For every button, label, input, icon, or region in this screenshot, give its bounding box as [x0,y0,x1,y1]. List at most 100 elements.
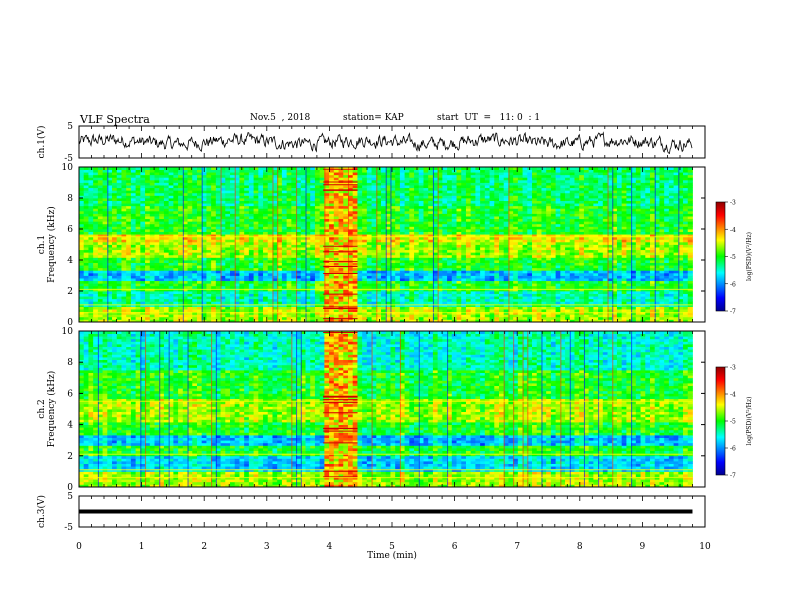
ch1-spectrogram-cell [296,249,302,253]
ch1-spectrogram-cell [347,262,354,266]
ch1-spectrogram-cell [163,244,170,248]
ch1-spectrogram-cell [451,218,457,222]
ch1-spectrogram-cell [277,185,283,189]
ch1-spectrogram-cell [267,203,273,207]
ch1-spectrogram-cell [135,262,141,266]
ch1-spectrogram-cell [263,192,269,196]
ch1-spectrogram-cell [230,200,236,204]
ch1-spectrogram-cell [451,249,457,253]
ch1-spectrogram-cell [343,172,349,176]
ch1-spectrogram-cell [442,213,448,217]
ch1-spectrogram-cell [168,192,174,196]
ch1-spectrogram-cell [447,314,453,318]
ch1-spectrogram-cell [211,257,217,261]
ch1-spectrogram-cell [333,203,339,207]
ch1-spectrogram-cell [352,187,358,191]
ch1-spectrogram-cell [253,291,259,294]
ch1-spectrogram-cell [154,169,160,173]
ch1-spectrogram-cell [347,177,354,181]
ch1-spectrogram-cell [234,185,240,189]
ch1-spectrogram-cell [296,309,302,313]
ch1-spectrogram-cell [168,272,174,276]
ch1-spectrogram-cell [206,283,212,287]
ch1-spectrogram-cell [178,270,184,274]
ch1-spectrogram-cell [465,309,472,313]
ch1-spectrogram-cell [461,301,467,305]
ch1-spectrogram-cell [159,195,165,199]
ch1-spectrogram-cell [324,301,330,305]
ch1-spectrogram-cell [442,234,448,238]
ch1-spectrogram-cell [371,283,377,287]
ch1-spectrogram-cell [215,223,221,227]
ch1-spectrogram-cell [333,185,339,189]
ch1-spectrogram-cell [281,177,288,181]
ch1-spectrogram-cell [338,234,344,238]
ch1-spectrogram-cell [314,195,321,199]
ch1-spectrogram-cell [447,291,453,294]
ch1-spectrogram-cell [404,278,410,282]
ch1-spectrogram-cell [461,205,467,209]
ch1-spectrogram-cell [154,319,160,323]
ch1-spectrogram-cell [145,275,151,279]
ch1-spectrogram-cell [178,309,184,313]
ch1-spectrogram-cell [149,303,155,307]
ch1-spectrogram-cell [182,280,188,284]
ch1-spectrogram-cell [83,272,89,276]
ch1-spectrogram-cell [168,265,174,269]
ch1-spectrogram-cell [121,172,127,176]
ch1-spectrogram-cell [366,257,372,261]
ch1-spectrogram-cell [281,260,288,263]
ch1-spectrogram-cell [196,291,203,294]
ch1-spectrogram-cell [112,198,118,201]
ch1-spectrogram-cell [159,174,165,178]
ch1-spectrogram-cell [371,231,377,235]
ch1-spectrogram-cell [324,190,330,194]
ch1-spectrogram-cell [248,241,255,245]
ch1-spectrogram-cell [173,231,179,235]
ch1-spectrogram-cell [447,174,453,178]
ch1-spectrogram-cell [423,192,429,196]
ch1-spectrogram-cell [465,213,472,217]
ch1-spectrogram-cell [272,249,278,253]
ch1-spectrogram-cell [310,252,316,256]
ch1-spectrogram-cell [182,167,188,170]
ch1-spectrogram-cell [333,247,339,251]
ch1-spectrogram-cell [121,293,127,297]
ch1-spectrogram-cell [451,272,457,276]
ch1-spectrogram-cell [333,296,339,300]
ch1-spectrogram-cell [244,301,250,305]
ch1-spectrogram-cell [145,208,151,212]
ch1-spectrogram-cell [201,192,207,196]
ch1-spectrogram-cell [385,257,391,261]
ch1-spectrogram-cell [343,239,349,243]
ch1-spectrogram-cell [465,208,472,212]
ch1-spectrogram-cell [145,260,151,263]
ch1-spectrogram-cell [253,182,259,186]
ch1-spectrogram-cell [192,187,198,191]
ch1-spectrogram-cell [201,280,207,284]
ch1-spectrogram-cell [281,241,288,245]
ch1-spectrogram-cell [220,254,226,258]
ch1-spectrogram-cell [376,254,382,258]
ch1-spectrogram-cell [112,195,118,199]
ch1-spectrogram-cell [385,293,391,297]
ch1-spectrogram-cell [112,208,118,212]
ch1-spectrogram-cell [267,272,273,276]
ch1-spectrogram-cell [187,185,193,189]
ch1-spectrogram-cell [225,303,231,307]
ch1-spectrogram-cell [79,270,85,274]
ch1-spectrogram-cell [414,216,420,220]
ch1-spectrogram-cell [159,239,165,243]
ch1-spectrogram-cell [215,306,221,310]
ch1-spectrogram-cell [451,254,457,258]
ch1-spectrogram-cell [442,270,448,274]
ch1-spectrogram-cell [201,262,207,266]
ch1-spectrogram-cell [192,169,198,173]
ch1-spectrogram-cell [83,309,89,313]
ch1-spectrogram-cell [178,229,184,232]
ch1-spectrogram-cell [451,244,457,248]
ch1-spectrogram-cell [163,254,170,258]
ch1-spectrogram-cell [225,270,231,274]
ch1-spectrogram-cell [83,247,89,251]
ch1-spectrogram-cell [362,316,368,320]
